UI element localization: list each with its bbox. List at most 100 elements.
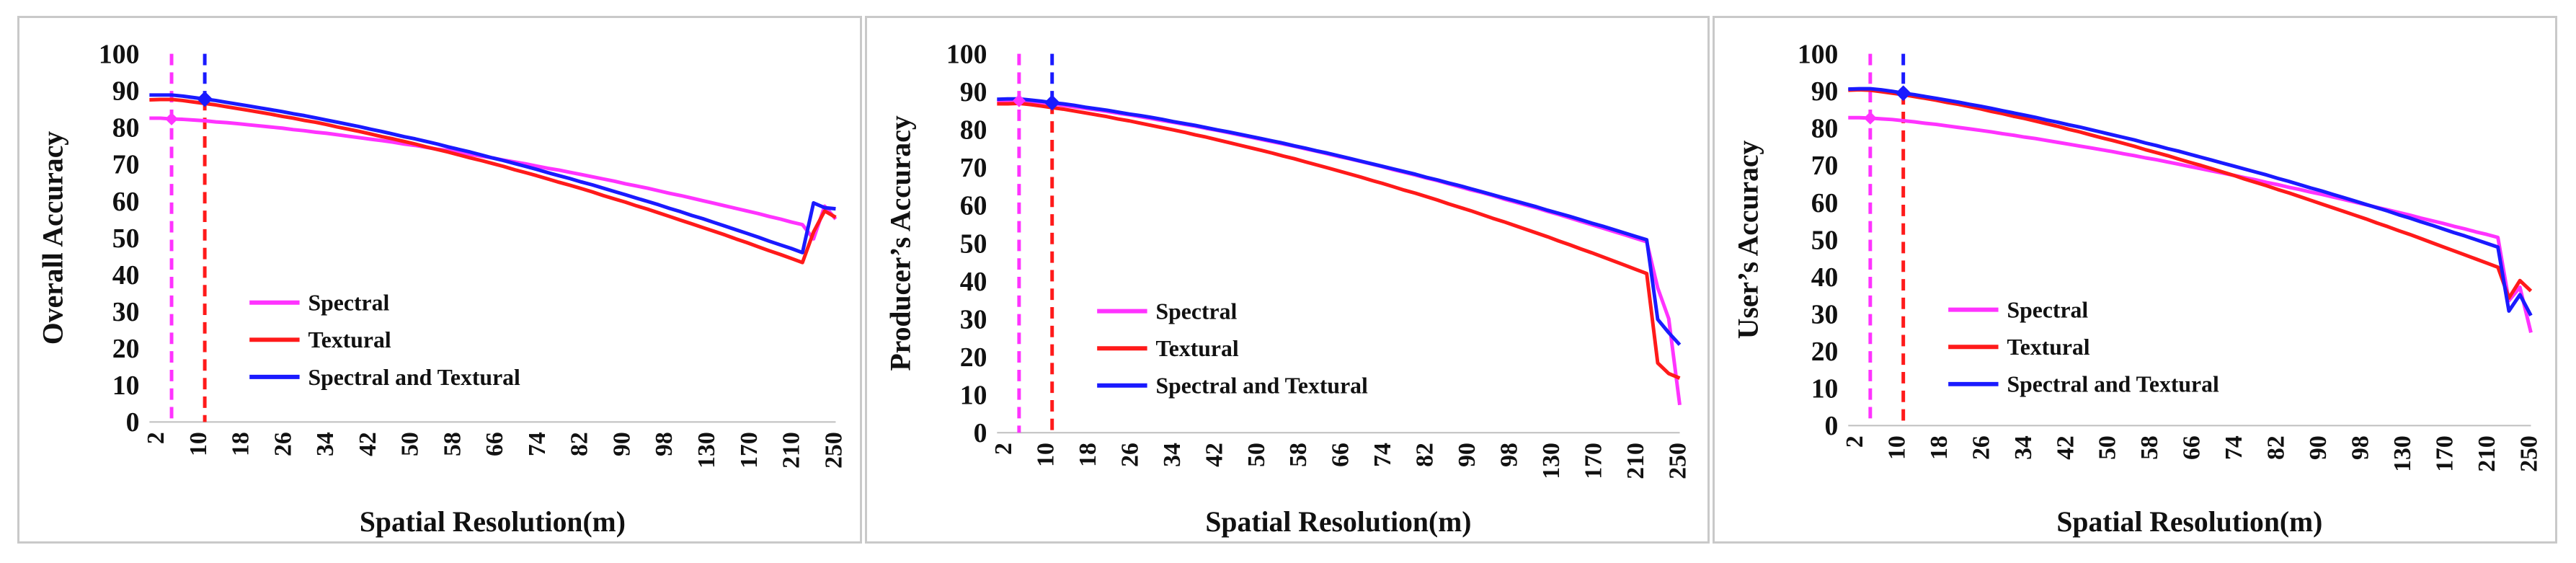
x-tick-label: 250 [2515,435,2542,472]
y-tick-label: 90 [960,77,987,107]
y-axis-title: User’s Accuracy [1732,140,1764,339]
x-tick-label: 210 [1622,443,1649,479]
x-tick-label: 10 [185,432,212,456]
x-tick-label: 26 [1968,435,1994,460]
x-tick-label: 58 [1285,443,1312,467]
x-axis-title: Spatial Resolution(m) [2056,506,2322,538]
y-tick-label: 10 [112,371,140,401]
series-line-spectral-and-textural [1848,87,2533,316]
x-tick-label: 170 [1580,443,1607,479]
y-tick-label: 100 [1798,39,1839,69]
x-tick-label: 74 [2221,435,2247,460]
x-tick-label: 130 [2389,435,2416,472]
x-tick-label: 50 [2095,435,2121,460]
y-tick-label: 0 [974,418,987,448]
x-tick-label: 210 [2474,435,2500,472]
x-tick-label: 2 [143,432,169,444]
x-tick-label: 82 [1412,443,1439,467]
legend-label: Textural [2007,334,2089,360]
y-tick-label: 100 [99,39,140,69]
x-tick-label: 34 [2010,435,2037,460]
x-tick-label: 50 [1243,443,1270,467]
spectral-peak-marker [1863,111,1877,125]
legend-label: Spectral [2007,298,2088,323]
x-tick-label: 2 [990,443,1017,455]
x-axis-title: Spatial Resolution(m) [1205,506,1471,538]
y-tick-label: 60 [1811,188,1839,218]
y-tick-label: 70 [1811,151,1839,181]
series-line-textural [997,101,1681,380]
series-line-spectral-and-textural [149,93,836,254]
producers-accuracy-chart: 0 10 20 30 40 50 60 70 80 90 100 2 10 18 26 34 42 50 58 66 7… [865,16,1710,544]
spectral-peak-marker [1012,94,1026,107]
series-line-textural [1848,88,2533,300]
x-tick-label: 34 [312,432,339,456]
x-tick-label: 10 [1883,435,1910,460]
y-tick-label: 30 [1811,300,1839,330]
x-tick-label: 2 [1842,435,1868,448]
x-tick-label: 34 [1159,443,1186,467]
x-tick-label: 58 [2136,435,2163,460]
x-tick-label: 90 [608,432,635,456]
x-tick-label: 10 [1033,443,1060,467]
series-line-spectral [997,99,1682,406]
y-tick-label: 0 [1825,411,1839,441]
y-tick-label: 70 [112,150,140,180]
x-tick-label: 170 [2431,435,2458,472]
x-axis-title: Spatial Resolution(m) [360,506,626,538]
legend-label: Textural [308,327,391,353]
y-tick-label: 40 [112,260,140,291]
x-tick-label: 74 [524,432,551,456]
x-tick-label: 130 [693,432,720,469]
combined-peak-marker [197,91,213,107]
y-tick-label: 90 [1811,76,1839,107]
legend-label: Spectral [308,291,390,316]
legend-label: Textural [1156,336,1239,361]
x-tick-label: 66 [481,432,508,456]
x-tick-label: 42 [355,432,381,456]
y-tick-label: 40 [1811,262,1839,293]
series-line-textural [149,97,837,265]
x-tick-label: 130 [1538,443,1565,479]
x-tick-label: 18 [1075,443,1101,467]
y-tick-label: 40 [960,267,987,297]
y-tick-label: 20 [1811,337,1839,367]
y-tick-label: 50 [1811,225,1839,255]
y-tick-label: 80 [112,113,140,143]
y-tick-label: 50 [960,229,987,259]
y-tick-label: 60 [960,191,987,221]
x-tick-label: 50 [397,432,424,456]
y-tick-label: 0 [126,407,140,438]
x-tick-label: 66 [2179,435,2206,460]
x-tick-label: 98 [651,432,678,456]
spectral-peak-marker [165,112,178,125]
x-tick-label: 90 [1454,443,1480,467]
x-tick-label: 18 [228,432,254,456]
x-tick-label: 26 [270,432,296,456]
x-tick-label: 58 [439,432,466,456]
y-tick-label: 30 [112,297,140,327]
x-tick-label: 42 [1201,443,1227,467]
y-tick-label: 70 [960,153,987,183]
x-tick-label: 90 [2305,435,2332,460]
combined-peak-marker [1044,94,1060,111]
x-tick-label: 74 [1369,443,1396,467]
x-tick-label: 210 [778,432,805,469]
series-line-spectral [1848,115,2533,333]
x-tick-label: 98 [2347,435,2373,460]
x-tick-label: 170 [736,432,763,469]
combined-peak-marker [1895,85,1911,102]
y-tick-label: 10 [1811,374,1839,404]
x-tick-label: 66 [1328,443,1354,467]
series-line-spectral [149,116,838,241]
series-line-spectral-and-textural [997,97,1682,346]
overall-accuracy-chart: 0 10 20 30 40 50 60 70 80 90 100 2 10 18 26 34 42 50 58 66 7… [17,16,862,544]
y-tick-label: 10 [960,381,987,411]
y-tick-label: 100 [946,39,987,69]
y-tick-label: 60 [112,187,140,217]
y-tick-label: 20 [960,342,987,373]
y-tick-label: 20 [112,334,140,364]
y-tick-label: 90 [112,76,140,107]
y-tick-label: 30 [960,304,987,334]
